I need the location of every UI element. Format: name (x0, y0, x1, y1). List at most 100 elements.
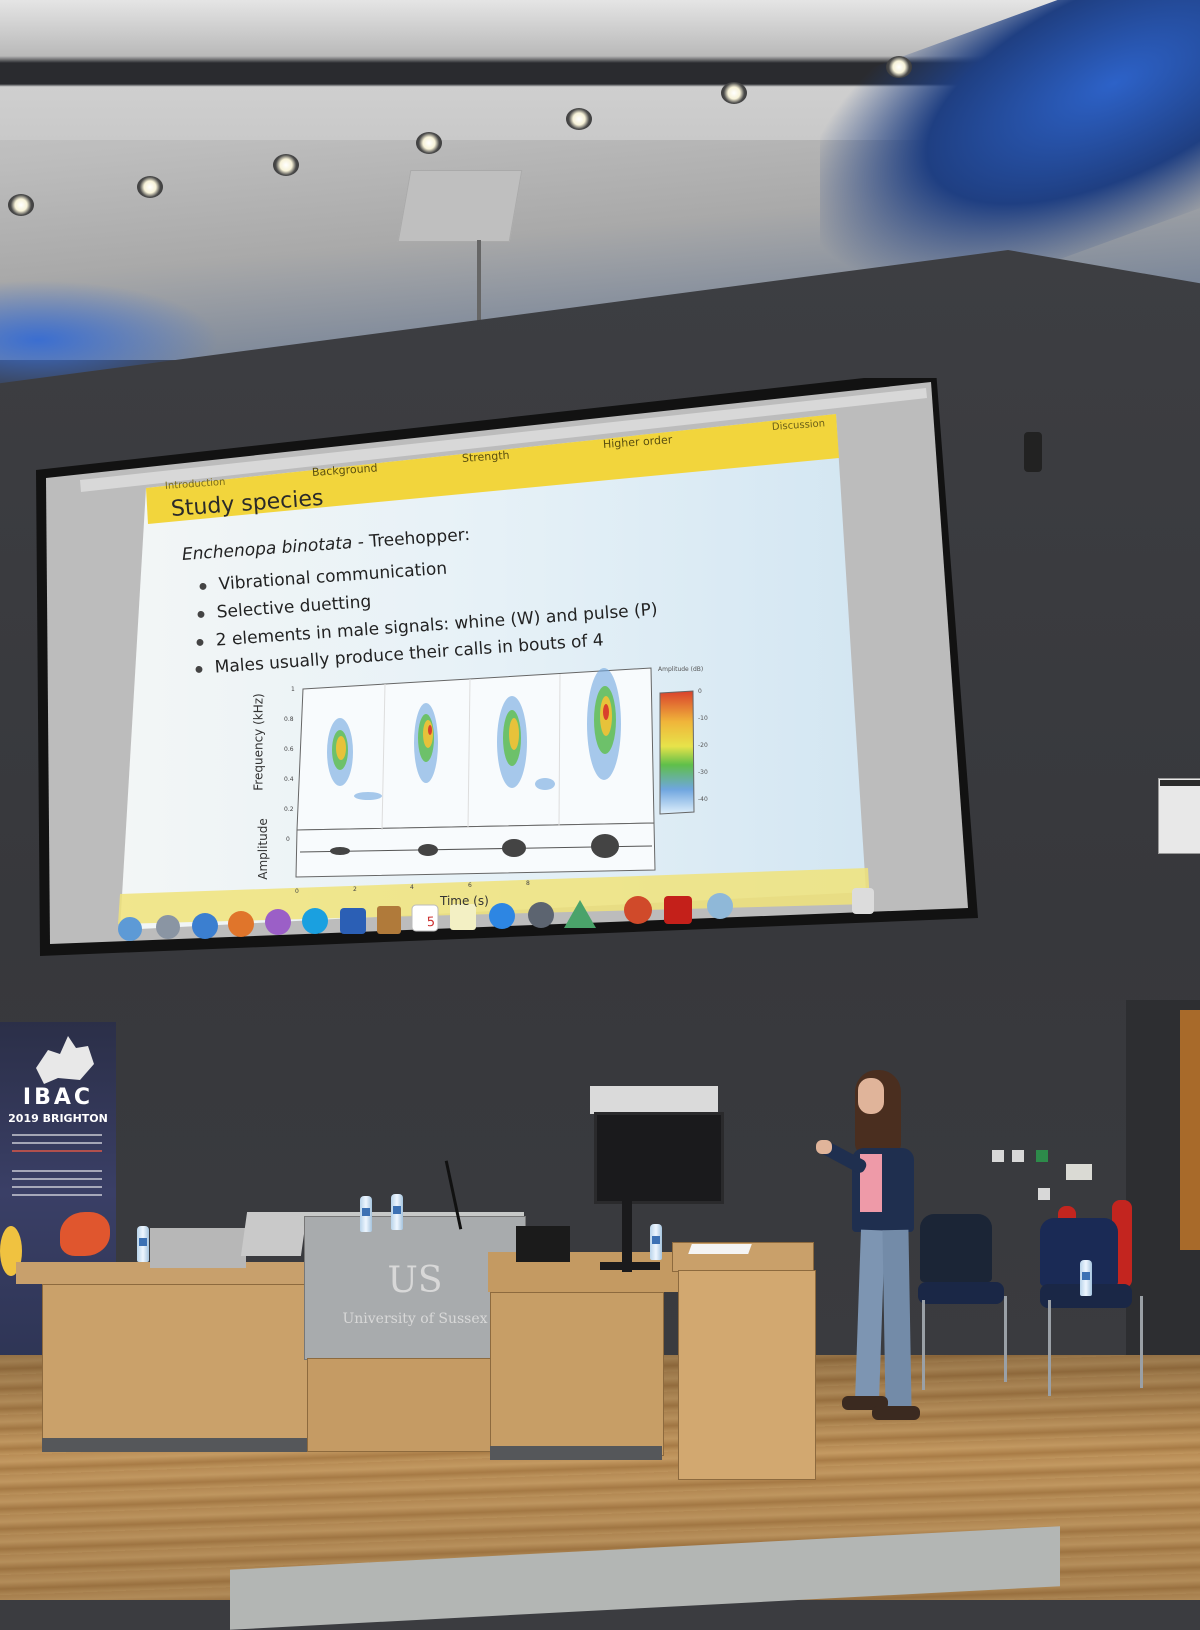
presenter-hand-with-clicker (816, 1140, 832, 1154)
banner-text-line (12, 1150, 102, 1152)
finder-icon (118, 917, 142, 941)
waveform-call-2 (418, 844, 438, 856)
chair-leg (1004, 1296, 1007, 1382)
chair-leg (922, 1300, 925, 1390)
monitor-arm (622, 1196, 632, 1272)
word-icon (340, 908, 366, 934)
ceiling-downlight (721, 82, 747, 104)
presenter-face (858, 1078, 884, 1114)
wall-socket (1036, 1150, 1048, 1162)
ceiling-downlight (273, 154, 299, 176)
colorbar-tick: -40 (698, 796, 708, 803)
appstore-icon (489, 903, 515, 929)
laptop-screen (240, 1212, 308, 1256)
water-bottle (137, 1226, 149, 1262)
wall-socket (1038, 1188, 1050, 1200)
chair-seat (918, 1282, 1004, 1304)
colorbar-tick: 0 (698, 688, 702, 695)
ceiling-downlight (416, 132, 442, 154)
x-tick: 2 (353, 886, 357, 893)
presenter-sandal (872, 1406, 920, 1420)
xlabel-time: Time (s) (440, 894, 489, 908)
ylabel-frequency: Frequency (kHz) (251, 693, 266, 791)
desk-right-base (490, 1446, 662, 1460)
desk-left (42, 1284, 312, 1444)
chair-back (920, 1214, 992, 1282)
chair-back (1040, 1218, 1118, 1286)
ceiling-downlight (886, 56, 912, 78)
chair-leg (1140, 1296, 1143, 1388)
gridline (467, 678, 471, 829)
banner-text-line (12, 1186, 102, 1188)
y-tick: 1 (291, 686, 295, 693)
call-2 (414, 703, 438, 783)
colorbar-tick: -20 (698, 742, 708, 749)
call-3 (497, 696, 555, 790)
x-tick: 0 (295, 888, 299, 895)
y-tick: 0.4 (284, 776, 294, 783)
oscillogram-plot-area (295, 822, 656, 878)
stickies-icon (450, 904, 476, 930)
podium (678, 1270, 816, 1480)
wall-notice-header (1160, 780, 1200, 786)
trash-icon (852, 888, 874, 914)
banner-text-line (12, 1170, 102, 1172)
y-tick: 0.2 (284, 806, 294, 813)
lectern-front-panel (304, 1216, 526, 1360)
water-bottle (1080, 1260, 1092, 1296)
maps-icon (564, 900, 596, 928)
university-name: University of Sussex (342, 1311, 488, 1327)
ceiling-downlight (566, 108, 592, 130)
call-1 (327, 718, 382, 800)
gridline (558, 673, 561, 827)
waveform-call-3 (502, 839, 526, 857)
wall-notice (1158, 778, 1200, 854)
chair-leg (1048, 1300, 1051, 1396)
university-logo: US (387, 1260, 443, 1301)
x-tick: 4 (410, 884, 414, 891)
calendar-day: 5 (426, 914, 436, 931)
waveform-call-4 (591, 834, 619, 858)
banner-text-line (12, 1134, 102, 1136)
projector-mount (477, 240, 481, 340)
colorbar-tick: -10 (698, 715, 708, 722)
powerpoint-icon (624, 896, 652, 924)
colorbar (659, 690, 695, 815)
banner-text-line (12, 1194, 102, 1196)
wall-notices (590, 1086, 718, 1114)
notes-icon (377, 906, 401, 934)
banner-map-logo (36, 1036, 94, 1084)
banner-text-line (12, 1178, 102, 1180)
banner-subtitle: 2019 BRIGHTON (8, 1112, 108, 1125)
wall-socket (1012, 1150, 1024, 1162)
banner-text-line (12, 1142, 102, 1144)
paper-sheet (688, 1244, 752, 1254)
app-icon (265, 909, 291, 935)
firefox-icon (228, 911, 254, 937)
laptop (150, 1228, 246, 1268)
water-bottle (391, 1194, 403, 1230)
presenter-shirt (860, 1154, 882, 1212)
desk-left-base (42, 1438, 310, 1452)
water-bottle (650, 1224, 662, 1260)
downloads-icon (707, 893, 733, 919)
ceiling-downlight (137, 176, 163, 198)
lectern-base (307, 1358, 493, 1452)
y-tick: 0.8 (284, 716, 294, 723)
calendar-icon (411, 904, 439, 932)
launchpad-icon (156, 915, 180, 939)
desk-right (490, 1292, 664, 1456)
water-bottle (360, 1196, 372, 1232)
x-tick: 6 (468, 882, 472, 889)
waveform-call-1 (330, 847, 350, 855)
wall-camera (1024, 432, 1042, 472)
colorbar-title: Amplitude (dB) (658, 666, 704, 673)
side-door (1180, 1010, 1200, 1250)
wall-socket (992, 1150, 1004, 1162)
activity-icon (528, 902, 554, 928)
presenter-leg (882, 1229, 912, 1409)
y-tick: 0 (286, 836, 290, 843)
ceiling-downlight (8, 194, 34, 216)
ylabel-amplitude: Amplitude (255, 818, 270, 880)
